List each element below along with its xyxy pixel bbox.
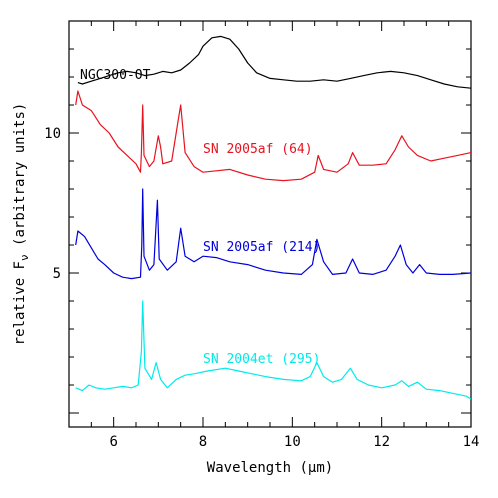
series-labels: NGC300-OT SN 2005af (64) SN 2005af (214) SN… — [80, 68, 320, 367]
tick-labels: 6 8 10 12 14 5 10 — [44, 126, 479, 450]
series-lines — [75, 35, 472, 400]
y-axis-title-before: relative F — [12, 261, 28, 345]
y-axis-title-after: (arbitrary units) — [12, 103, 28, 255]
x-axis-title: Wavelength (μm) — [207, 460, 333, 476]
series-label-sn-2004et-295: SN 2004et (295) — [203, 352, 320, 367]
series-label-ngc300-ot: NGC300-OT — [80, 68, 151, 83]
series-line-ngc300-ot — [77, 35, 472, 89]
y-tick-label: 10 — [44, 126, 61, 142]
series-line-sn-2005af-214 — [75, 188, 472, 280]
x-tick-label: 12 — [373, 434, 390, 450]
series-label-sn-2005af-214: SN 2005af (214) — [203, 240, 320, 255]
series-line-sn-2004et-295 — [75, 300, 472, 400]
y-axis-title-sub: ν — [18, 254, 31, 261]
y-axis-title: relative Fν (arbitrary units) — [12, 103, 31, 346]
x-tick-label: 6 — [109, 434, 117, 450]
x-tick-label: 8 — [199, 434, 207, 450]
series-line-sn-2005af-64 — [75, 90, 472, 182]
x-tick-label: 14 — [463, 434, 480, 450]
x-tick-label: 10 — [284, 434, 301, 450]
y-tick-label: 5 — [53, 266, 61, 282]
series-label-sn-2005af-64: SN 2005af (64) — [203, 142, 313, 157]
